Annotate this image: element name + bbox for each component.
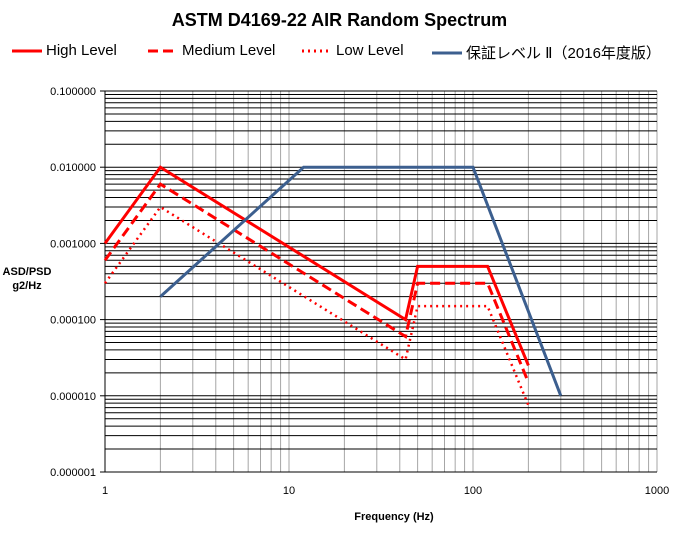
legend: High Level Medium Level Low Level 保証レベル Ⅱ（2… <box>0 42 679 64</box>
y-tick-label: 0.010000 <box>50 162 96 174</box>
y-tick-label: 0.001000 <box>50 238 96 250</box>
x-tick-label: 10 <box>283 485 295 497</box>
y-tick-label: 0.100000 <box>50 86 96 98</box>
legend-item: 保証レベル Ⅱ（2016年度版） <box>432 42 661 63</box>
series-line-3 <box>159 165 563 397</box>
legend-label: Low Level <box>336 42 404 59</box>
y-tick-label: 0.000100 <box>50 315 96 327</box>
legend-item: Low Level <box>302 42 404 59</box>
legend-swatch <box>432 51 462 54</box>
series-line-1 <box>103 182 530 383</box>
x-tick-label: 100 <box>464 485 482 497</box>
y-axis-label-line2: g2/Hz <box>12 280 42 292</box>
legend-item: High Level <box>12 42 117 59</box>
y-tick-label: 0.000001 <box>50 467 96 479</box>
series-line-0 <box>103 165 530 367</box>
series-line-2 <box>103 205 530 406</box>
legend-swatch <box>302 49 332 52</box>
x-axis-label: Frequency (Hz) <box>354 511 434 523</box>
y-axis-label: ASD/PSD g2/Hz <box>2 265 52 293</box>
y-tick-label: 0.000010 <box>50 391 96 403</box>
legend-swatch <box>12 49 42 52</box>
legend-label: Medium Level <box>182 42 276 59</box>
x-tick-label: 1 <box>102 485 108 497</box>
legend-item: Medium Level <box>148 42 275 59</box>
legend-label: 保証レベル Ⅱ（2016年度版） <box>466 45 661 62</box>
x-tick-label: 1000 <box>645 485 669 497</box>
y-axis-label-line1: ASD/PSD <box>2 266 52 278</box>
legend-label: High Level <box>46 42 117 59</box>
chart-title: ASTM D4169-22 AIR Random Spectrum <box>171 10 508 30</box>
legend-swatch <box>148 49 178 52</box>
